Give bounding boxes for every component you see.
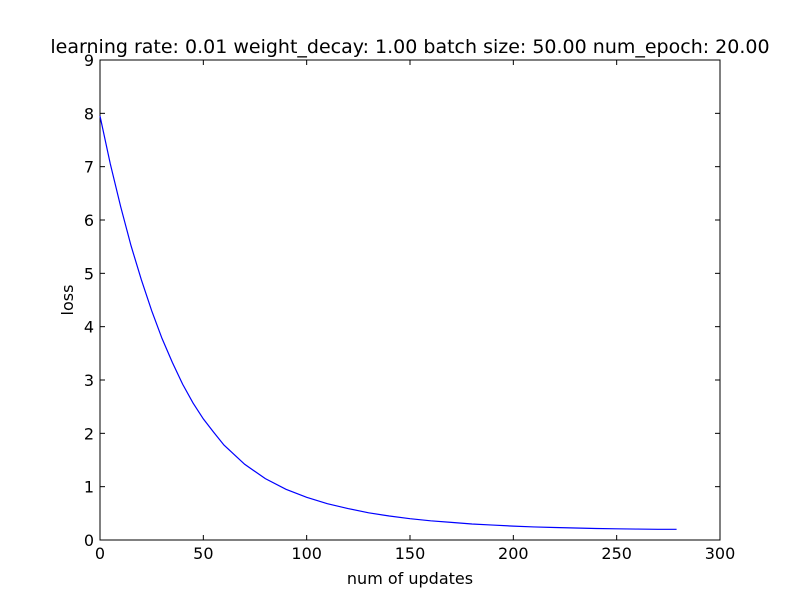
x-tick-label: 0: [95, 544, 105, 563]
plot-frame: [99, 59, 721, 541]
x-tick-label: 50: [193, 544, 213, 563]
x-tick-label: 300: [705, 544, 736, 563]
y-tick-label: 2: [84, 424, 94, 443]
y-tick-label: 5: [84, 264, 94, 283]
y-axis-label: loss: [58, 285, 77, 316]
x-tick-label: 100: [291, 544, 322, 563]
axis-ticks: 0 50 100 150 200 250 300 0 1 2 3 4 5 6 7 8 9: [84, 51, 735, 563]
series-layer: [99, 115, 677, 530]
x-axis-label: num of updates: [347, 569, 473, 588]
y-tick-label: 4: [84, 318, 94, 337]
x-tick-label: 150: [395, 544, 426, 563]
x-tick-label: 200: [498, 544, 529, 563]
y-tick-label: 6: [84, 211, 94, 230]
loss-series-line: [99, 115, 677, 530]
y-tick-label: 9: [84, 51, 94, 70]
y-tick-label: 1: [84, 478, 94, 497]
chart-title: learning rate: 0.01 weight_decay: 1.00 b…: [50, 36, 769, 58]
y-tick-label: 3: [84, 371, 94, 390]
y-tick-label: 7: [84, 158, 94, 177]
y-tick-label: 8: [84, 104, 94, 123]
x-tick-label: 250: [601, 544, 632, 563]
y-tick-label: 0: [84, 531, 94, 550]
